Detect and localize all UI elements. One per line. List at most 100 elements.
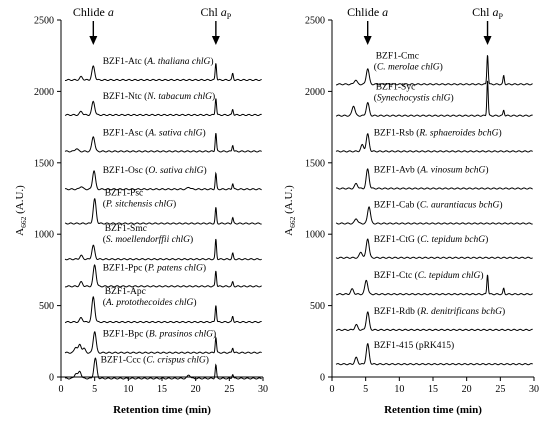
y-tick-label: 0: [49, 373, 54, 384]
paren: ): [498, 127, 501, 138]
y-label-unit: (A.U.): [14, 185, 26, 217]
trace-label: BZF1-Syc: [376, 83, 416, 93]
y-tick-label: 1500: [305, 158, 325, 169]
y-axis-label: A662 (A.U.): [283, 185, 297, 236]
trace-label: BZF1-Avb (A. vinosum bchG): [374, 165, 489, 176]
paren: ): [440, 61, 443, 72]
marker-sub: P: [498, 12, 503, 21]
x-axis-label: Retention time (min): [384, 404, 482, 416]
x-tick-label: 10: [123, 384, 133, 395]
trace-BZF1-Ntc: [64, 98, 262, 117]
marker-italic: a: [108, 5, 114, 19]
strain-name: BZF1-Asc (: [103, 127, 149, 138]
trace-label: BZF1-CtG (C. tepidum bchG): [374, 234, 489, 245]
species-name: Synechocystis chlG: [377, 94, 451, 104]
peak-marker-label: Chlide a: [73, 5, 114, 19]
marker-text: Chlide: [347, 5, 382, 19]
strain-name: BZF1-415 (pRK415): [374, 340, 455, 351]
strain-name: BZF1-Avb (: [374, 165, 421, 176]
trace-BZF1-Avb: [335, 168, 533, 190]
trace-label: BZF1-Smc: [105, 224, 147, 234]
y-label-base: A: [283, 228, 295, 236]
x-tick-label: 5: [363, 384, 368, 395]
species-name: C. merolae chlG: [377, 62, 440, 72]
trace-label: BZF1-Ccc (C. crispus chlG): [101, 354, 209, 365]
species-name: R. sphaeroides bchG: [418, 128, 498, 138]
x-tick-label: 20: [462, 384, 472, 395]
x-tick-label: 25: [495, 384, 505, 395]
paren: (: [103, 297, 106, 308]
paren: ): [212, 91, 215, 102]
x-axis-label: Retention time (min): [113, 404, 211, 416]
paren: ): [485, 165, 488, 176]
strain-name: BZF1-Ctc (: [374, 270, 418, 281]
marker-arrow-head: [483, 36, 492, 45]
paren: (: [103, 198, 106, 209]
y-tick-label: 1000: [34, 230, 54, 241]
species-name: A. protothecoides chlG: [105, 298, 194, 308]
x-tick-label: 30: [258, 384, 268, 395]
marker-italic: a: [382, 5, 388, 19]
trace-label: BZF1-Ctc (C. tepidum chlG): [374, 270, 484, 281]
trace-BZF1-Rsb: [335, 133, 533, 153]
marker-text: Chl: [472, 5, 492, 19]
marker-text: Chl: [200, 5, 220, 19]
x-tick-label: 0: [330, 384, 335, 395]
paren: ): [202, 127, 205, 138]
strain-name: BZF1-Ccc (: [101, 354, 147, 365]
trace-BZF1-Psc: [64, 198, 262, 225]
trace-BZF1-415: [335, 343, 533, 366]
trace-label: BZF1-Ppc (P. patens chlG): [103, 262, 206, 273]
y-tick-label: 1000: [305, 230, 325, 241]
paren: ): [480, 270, 483, 281]
trace-BZF1-Ccc: [64, 357, 262, 380]
strain-name: BZF1-Rsb (: [374, 127, 420, 138]
strain-name: BZF1-Ppc (: [103, 262, 148, 273]
trace-label: BZF1-Cmc: [376, 51, 419, 61]
marker-arrow-head: [89, 36, 98, 45]
trace-label-species: (A. protothecoides chlG): [103, 297, 197, 308]
trace-BZF1-Atc: [64, 63, 262, 82]
paren: ): [499, 199, 502, 210]
trace-BZF1-Ctc: [335, 274, 533, 296]
trace-label-species: (S. moellendorffii chlG): [103, 234, 194, 245]
trace-BZF1-CtG: [335, 238, 533, 259]
trace-BZF1-Osc: [64, 170, 262, 191]
marker-arrow-head: [363, 36, 372, 45]
trace-BZF1-Asc: [64, 133, 262, 153]
trace-BZF1-Cab: [335, 206, 533, 225]
y-tick-label: 1500: [34, 158, 54, 169]
species-name: B. prasinos chlG: [149, 330, 213, 340]
y-tick-label: 500: [310, 301, 325, 312]
marker-sub: P: [227, 12, 232, 21]
species-name: P. sitchensis chlG: [105, 199, 173, 209]
marker-arrow-head: [211, 36, 220, 45]
trace-label: BZF1-Psc: [105, 188, 144, 198]
x-tick-label: 5: [92, 384, 97, 395]
species-name: P. patens chlG: [147, 263, 203, 273]
strain-name: BZF1-Cab (: [374, 199, 420, 210]
species-name: N. tabacum chlG: [146, 92, 212, 102]
x-tick-label: 15: [428, 384, 438, 395]
strain-name: BZF1-Ntc (: [103, 91, 148, 102]
paren: ): [502, 306, 505, 317]
y-tick-label: 2000: [34, 87, 54, 98]
y-tick-label: 500: [39, 301, 54, 312]
marker-italic: a: [492, 5, 498, 19]
paren: ): [190, 234, 193, 245]
right-panel: 0 500 1000 1500 2000 2500 0 5 10 15 20 25 30 Retentio…: [283, 5, 539, 416]
x-tick-label: 15: [157, 384, 167, 395]
marker-italic: a: [221, 5, 227, 19]
x-tick-label: 0: [59, 384, 64, 395]
species-name: A. vinosum bchG: [419, 166, 485, 176]
y-tick-label: 2500: [305, 16, 325, 27]
strain-name: BZF1-CtG (: [374, 234, 421, 245]
trace-BZF1-Apc: [64, 295, 262, 324]
trace-label: BZF1-Atc (A. thaliana chlG): [103, 56, 214, 67]
trace-BZF1-Smc: [64, 238, 262, 261]
x-tick-label: 25: [224, 384, 234, 395]
trace-label: BZF1-Ntc (N. tabacum chlG): [103, 91, 215, 102]
trace-label: BZF1-Cab (C. aurantiacus bchG): [374, 199, 503, 210]
species-name: C. tepidum bchG: [420, 235, 485, 245]
